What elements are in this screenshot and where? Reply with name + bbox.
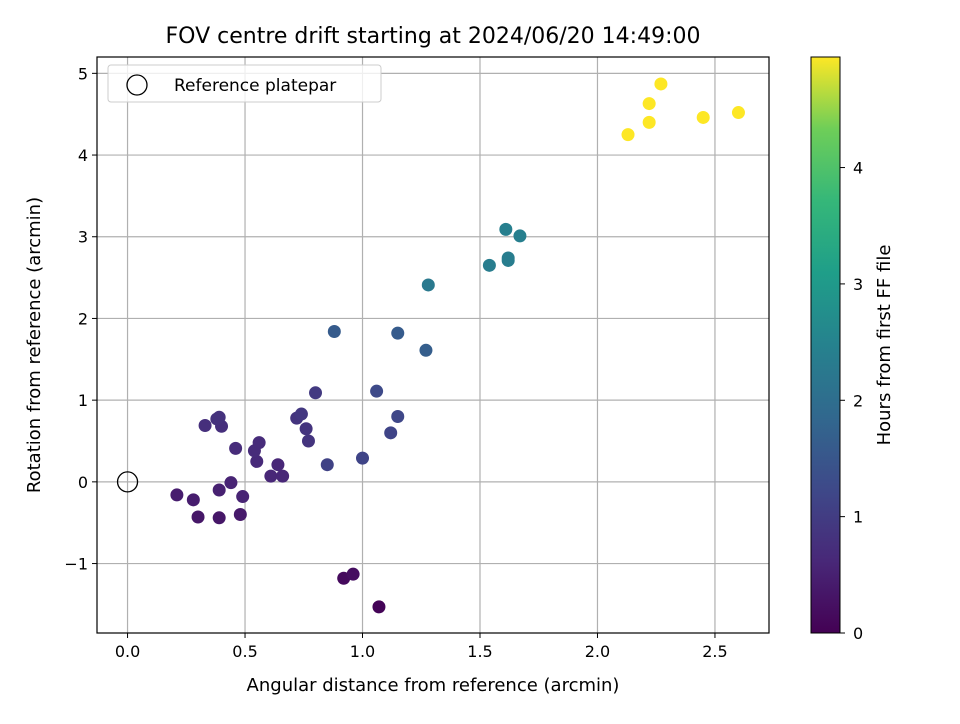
- data-point: [501, 251, 515, 265]
- data-point: [301, 434, 315, 448]
- data-point: [370, 384, 384, 398]
- colorbar-gradient: [810, 56, 841, 634]
- data-point: [236, 490, 250, 504]
- y-tick-label: 5: [78, 64, 88, 83]
- x-tick-label: 0.0: [115, 642, 140, 661]
- data-point: [327, 325, 341, 339]
- data-point: [356, 451, 370, 465]
- data-point: [212, 483, 226, 497]
- data-point: [271, 458, 285, 472]
- y-tick-label: −1: [64, 555, 88, 574]
- y-tick-label: 3: [78, 228, 88, 247]
- data-point: [621, 128, 635, 142]
- x-tick-label: 1.5: [467, 642, 492, 661]
- y-tick-label: 2: [78, 309, 88, 328]
- chart-title: FOV centre drift starting at 2024/06/20 …: [166, 24, 701, 49]
- colorbar: 0 1 2 3 4 Hours from first FF file: [810, 56, 895, 643]
- y-tick-label: 0: [78, 473, 88, 492]
- y-tick-label: 1: [78, 391, 88, 410]
- data-point: [372, 600, 386, 614]
- data-point: [233, 508, 247, 522]
- data-point: [421, 278, 435, 292]
- x-tick-label: 0.5: [232, 642, 257, 661]
- colorbar-tick-label: 0: [853, 624, 863, 643]
- data-point: [419, 343, 433, 357]
- data-point: [299, 422, 313, 436]
- data-point: [276, 469, 290, 483]
- data-point: [482, 258, 496, 272]
- plot-frame: [96, 56, 770, 634]
- data-point: [212, 511, 226, 525]
- reference-platepar-point: [116, 471, 139, 493]
- data-point: [320, 458, 334, 472]
- y-tick-label: 4: [78, 146, 88, 165]
- colorbar-tick-label: 4: [853, 159, 863, 178]
- legend-label: Reference platepar: [174, 76, 336, 96]
- data-point: [346, 567, 360, 581]
- colorbar-tick-label: 1: [853, 508, 863, 527]
- data-point: [170, 488, 184, 502]
- data-point: [252, 436, 266, 450]
- y-axis-ticks: −1 0 1 2 3 4 5: [64, 64, 97, 574]
- legend: Reference platepar: [107, 64, 382, 103]
- data-point: [391, 326, 405, 340]
- grid-lines: [97, 57, 769, 633]
- x-tick-label: 1.0: [350, 642, 375, 661]
- data-point: [191, 510, 205, 524]
- data-point: [731, 106, 745, 120]
- data-point: [696, 110, 710, 124]
- data-point: [654, 77, 668, 91]
- data-point: [499, 222, 513, 236]
- data-point: [513, 229, 527, 243]
- x-tick-label: 2.5: [702, 642, 727, 661]
- data-point: [198, 418, 212, 432]
- data-point: [642, 97, 656, 111]
- data-point: [210, 412, 224, 426]
- data-point: [186, 493, 200, 507]
- x-axis-ticks: 0.0 0.5 1.0 1.5 2.0 2.5: [115, 633, 728, 661]
- data-point: [384, 426, 398, 440]
- x-tick-label: 2.0: [585, 642, 610, 661]
- colorbar-label: Hours from first FF file: [874, 245, 895, 446]
- data-point: [229, 441, 243, 455]
- data-point: [309, 386, 323, 400]
- data-point: [224, 476, 238, 490]
- data-point: [391, 409, 405, 423]
- data-point: [294, 407, 308, 421]
- x-axis-label: Angular distance from reference (arcmin): [247, 675, 620, 696]
- colorbar-tick-label: 2: [853, 391, 863, 410]
- legend-marker-open-circle: [126, 74, 148, 96]
- colorbar-tick-label: 3: [853, 275, 863, 294]
- y-axis-label: Rotation from reference (arcmin): [24, 197, 45, 493]
- data-point: [642, 115, 656, 129]
- data-point: [250, 454, 264, 468]
- colorbar-ticks: 0 1 2 3 4: [840, 159, 863, 643]
- data-points: [116, 77, 745, 614]
- data-point: [264, 469, 278, 483]
- legend-box: [107, 64, 382, 103]
